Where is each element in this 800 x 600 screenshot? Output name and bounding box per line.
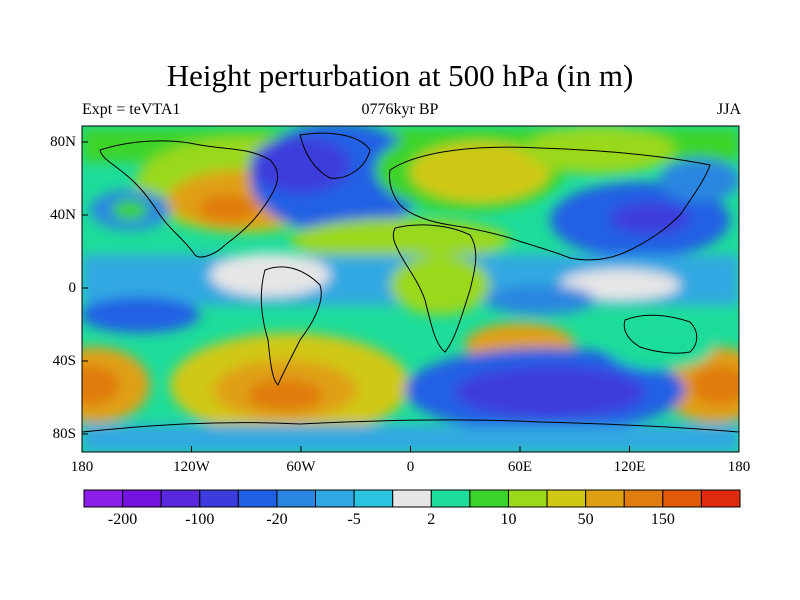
coast-antarctica <box>82 419 739 433</box>
colorbar-segment <box>662 489 702 508</box>
colorbar-segment <box>122 489 162 508</box>
colorbar-segment <box>237 489 278 508</box>
field-spac-trop-low <box>82 297 200 333</box>
field-spe-high-core <box>690 365 739 405</box>
colorbar <box>83 489 741 508</box>
field-trop-neutral-1 <box>210 253 330 297</box>
experiment-label: Expt = teVTA1 <box>82 101 181 118</box>
colorbar-segment <box>507 489 548 508</box>
field-npac-west <box>660 158 739 202</box>
colorbar-label: 50 <box>577 511 594 528</box>
colorbar-segment <box>585 489 625 508</box>
field-east-asia-core <box>610 202 690 234</box>
coastlines <box>82 132 739 433</box>
field-sio-low-core <box>455 366 645 418</box>
colorbar-segment <box>623 489 664 508</box>
colorbar-segment <box>276 489 317 508</box>
coast-africa <box>392 224 477 353</box>
x-tick-label: 0 <box>406 459 415 475</box>
colorbar-segment <box>469 489 509 508</box>
field-africa-ridge <box>390 255 490 315</box>
coast-eurasia <box>389 146 711 261</box>
x-tick-label: 60W <box>286 459 316 475</box>
y-tick-label: 40S <box>52 353 76 369</box>
coast-south-america <box>260 266 322 386</box>
field-aus-green <box>605 320 715 370</box>
coast-greenland <box>299 132 371 179</box>
colorbar-segment <box>353 489 394 508</box>
y-tick-label: 80N <box>50 134 76 150</box>
coast-north-america <box>99 140 279 258</box>
x-tick-label: 180 <box>70 459 94 475</box>
contour-field <box>82 126 739 452</box>
field-spw-high-core <box>82 365 120 405</box>
colorbar-segment <box>160 489 201 508</box>
season-label: JJA <box>716 101 741 118</box>
x-tick-label: 120E <box>613 459 646 475</box>
figure-title: Height perturbation at 500 hPa (in m) <box>166 58 634 93</box>
period-label: 0776kyr BP <box>361 101 439 118</box>
colorbar-label: -20 <box>266 511 288 528</box>
field-trop-neutral-2 <box>560 269 680 301</box>
colorbar-segment <box>700 489 741 508</box>
field-greenland-low-core <box>250 137 350 193</box>
colorbar-label: 150 <box>650 511 675 528</box>
field-indian-trop <box>485 285 595 315</box>
x-tick-label: 60E <box>507 459 533 475</box>
coast-australia <box>623 314 698 354</box>
x-tick-label: 120W <box>173 459 210 475</box>
y-tick-label: 0 <box>68 280 77 296</box>
y-tick-label: 40N <box>50 207 76 223</box>
colorbar-label: 10 <box>500 511 517 528</box>
y-tick-label: 80S <box>52 426 76 442</box>
colorbar-label: -100 <box>185 511 215 528</box>
field-npac-high-spot <box>112 200 148 220</box>
colorbar-label: -200 <box>107 511 138 528</box>
field-east-siberia <box>525 126 675 174</box>
tick-marks <box>81 141 740 452</box>
field-na-high-core <box>198 194 258 222</box>
field-siberia-high <box>410 142 550 202</box>
colorbar-label: 2 <box>427 511 436 528</box>
colorbar-segment <box>546 489 587 508</box>
colorbar-label: -5 <box>347 511 361 528</box>
colorbar-segment <box>315 489 355 508</box>
colorbar-segment <box>430 489 471 508</box>
colorbar-segment <box>199 489 239 508</box>
colorbar-segment <box>392 489 432 508</box>
field-sp-high-core <box>247 379 323 411</box>
x-tick-label: 180 <box>727 459 751 475</box>
colorbar-segment <box>83 489 124 508</box>
